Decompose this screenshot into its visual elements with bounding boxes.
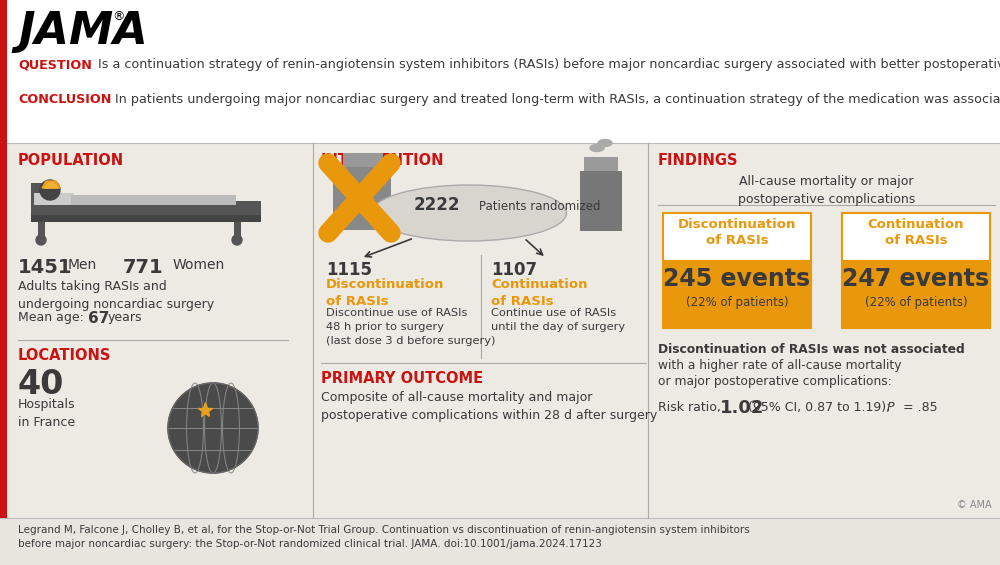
Text: Continuation
of RASIs: Continuation of RASIs bbox=[868, 218, 964, 247]
Bar bbox=[580, 171, 622, 231]
Text: with a higher rate of all-cause mortality: with a higher rate of all-cause mortalit… bbox=[658, 359, 902, 372]
Bar bbox=[0, 143, 7, 518]
Text: LOCATIONS: LOCATIONS bbox=[18, 348, 111, 363]
Circle shape bbox=[168, 383, 258, 473]
Text: Discontinue use of RASIs
48 h prior to surgery
(last dose 3 d before surgery): Discontinue use of RASIs 48 h prior to s… bbox=[326, 308, 495, 346]
Bar bbox=[31, 183, 43, 215]
Text: Mean age:: Mean age: bbox=[18, 311, 84, 324]
Bar bbox=[0, 0, 1000, 143]
Text: PRIMARY OUTCOME: PRIMARY OUTCOME bbox=[321, 371, 483, 386]
Bar bbox=[842, 261, 990, 328]
Text: 40: 40 bbox=[18, 368, 64, 401]
Bar bbox=[0, 143, 1000, 518]
Bar bbox=[38, 222, 45, 238]
Text: P: P bbox=[887, 401, 895, 414]
Ellipse shape bbox=[372, 185, 566, 241]
Text: Is a continuation strategy of renin-angiotensin system inhibitors (RASIs) before: Is a continuation strategy of renin-angi… bbox=[98, 58, 1000, 71]
Ellipse shape bbox=[590, 145, 604, 151]
Text: 1.02: 1.02 bbox=[720, 399, 764, 417]
Text: POPULATION: POPULATION bbox=[18, 153, 124, 168]
Text: Risk ratio,: Risk ratio, bbox=[658, 401, 721, 414]
Text: QUESTION: QUESTION bbox=[18, 58, 92, 71]
Text: Discontinuation
of RASIs: Discontinuation of RASIs bbox=[678, 218, 796, 247]
Text: (22% of patients): (22% of patients) bbox=[865, 296, 967, 309]
Text: Patients randomized: Patients randomized bbox=[479, 201, 600, 214]
Text: Discontinuation of RASIs was not associated: Discontinuation of RASIs was not associa… bbox=[658, 343, 965, 356]
Text: Women: Women bbox=[173, 258, 225, 272]
Text: Continuation
of RASIs: Continuation of RASIs bbox=[491, 278, 588, 308]
Text: 2222: 2222 bbox=[414, 196, 460, 214]
Circle shape bbox=[40, 180, 60, 200]
Bar bbox=[71, 195, 236, 205]
Text: = .85: = .85 bbox=[899, 401, 938, 414]
Bar bbox=[0, 0, 7, 143]
Text: FINDINGS: FINDINGS bbox=[658, 153, 738, 168]
Bar bbox=[343, 153, 383, 167]
Text: 247 events: 247 events bbox=[842, 267, 990, 291]
Text: INTERVENTION: INTERVENTION bbox=[321, 153, 444, 168]
Text: CONCLUSION: CONCLUSION bbox=[18, 93, 111, 106]
Text: 1115: 1115 bbox=[326, 261, 372, 279]
Text: Continue use of RASIs
until the day of surgery: Continue use of RASIs until the day of s… bbox=[491, 308, 625, 332]
Text: 67: 67 bbox=[88, 311, 109, 326]
Polygon shape bbox=[44, 183, 58, 188]
Text: 1107: 1107 bbox=[491, 261, 537, 279]
Text: (22% of patients): (22% of patients) bbox=[686, 296, 788, 309]
Bar bbox=[31, 201, 261, 215]
Text: Hospitals
in France: Hospitals in France bbox=[18, 398, 76, 429]
Text: All-cause mortality or major
postoperative complications: All-cause mortality or major postoperati… bbox=[738, 175, 915, 206]
Polygon shape bbox=[42, 181, 60, 188]
Bar bbox=[34, 193, 74, 205]
Circle shape bbox=[232, 235, 242, 245]
Ellipse shape bbox=[598, 140, 612, 146]
Bar bbox=[249, 201, 259, 221]
Text: In patients undergoing major noncardiac surgery and treated long-term with RASIs: In patients undergoing major noncardiac … bbox=[115, 93, 1000, 106]
Bar bbox=[663, 213, 811, 261]
Bar bbox=[234, 222, 241, 238]
Bar bbox=[333, 165, 391, 230]
Bar bbox=[0, 518, 1000, 565]
Bar bbox=[842, 213, 990, 261]
Bar bbox=[584, 157, 618, 171]
Text: Adults taking RASIs and
undergoing noncardiac surgery: Adults taking RASIs and undergoing nonca… bbox=[18, 280, 214, 311]
Text: years: years bbox=[108, 311, 143, 324]
Text: Legrand M, Falcone J, Cholley B, et al, for the Stop-or-Not Trial Group. Continu: Legrand M, Falcone J, Cholley B, et al, … bbox=[18, 525, 750, 549]
Text: Discontinuation
of RASIs: Discontinuation of RASIs bbox=[326, 278, 444, 308]
Text: ®: ® bbox=[112, 10, 124, 23]
Bar bbox=[663, 261, 811, 328]
Text: 1451: 1451 bbox=[18, 258, 72, 277]
Text: © AMA: © AMA bbox=[957, 500, 992, 510]
Bar bbox=[31, 215, 261, 222]
Text: Men: Men bbox=[68, 258, 97, 272]
Circle shape bbox=[36, 235, 46, 245]
Text: JAMA: JAMA bbox=[18, 10, 148, 53]
Text: or major postoperative complications:: or major postoperative complications: bbox=[658, 375, 892, 388]
Text: 245 events: 245 events bbox=[663, 267, 811, 291]
Text: (95% CI, 0.87 to 1.19);: (95% CI, 0.87 to 1.19); bbox=[748, 401, 894, 414]
Text: Composite of all-cause mortality and major
postoperative complications within 28: Composite of all-cause mortality and maj… bbox=[321, 391, 657, 422]
Text: 771: 771 bbox=[123, 258, 164, 277]
